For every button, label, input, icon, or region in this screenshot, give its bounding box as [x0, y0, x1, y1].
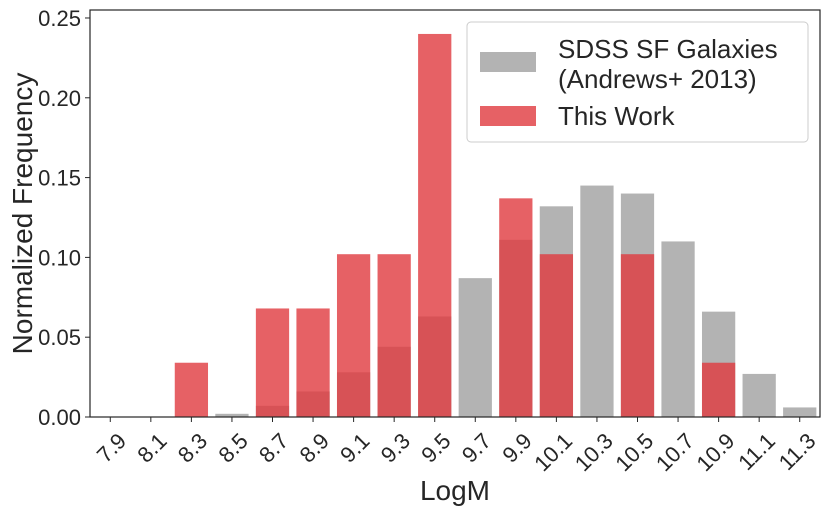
- bar-this-work-10.5: [620, 254, 655, 417]
- legend: SDSS SF Galaxies (Andrews+ 2013) This Wo…: [466, 21, 809, 143]
- x-tick-label: 8.7: [254, 428, 293, 467]
- bar-this-work-9.5: [418, 33, 452, 418]
- x-axis-ticks: 7.9 8.1 8.3 8.5 8.7 8.9 9.1 9.3 9.5 9.7 9.910.110.…: [92, 417, 821, 476]
- x-tick-label: 7.9: [92, 428, 131, 467]
- x-axis-label: LogM: [420, 475, 490, 506]
- bar-this-work-8.3: [174, 362, 209, 417]
- bar-this-work-9.9: [499, 198, 533, 417]
- bar-this-work-10.1: [539, 254, 574, 417]
- bar-sdss-10.3: [580, 185, 614, 417]
- this-work-series-bars: [174, 33, 736, 418]
- x-tick-label: 10.1: [529, 428, 577, 476]
- x-tick-label: 10.3: [570, 428, 618, 476]
- bar-sdss-11.3: [783, 407, 817, 417]
- legend-label-this-work: This Work: [558, 101, 676, 131]
- y-axis-label: Normalized Frequency: [7, 73, 38, 355]
- y-tick-label: 0.25: [38, 6, 81, 31]
- x-tick-label: 9.1: [335, 428, 374, 467]
- legend-label-sdss-line1: SDSS SF Galaxies: [558, 34, 778, 64]
- bar-this-work-8.9: [296, 308, 330, 417]
- x-tick-label: 10.5: [610, 428, 658, 476]
- y-tick-label: 0.00: [38, 405, 81, 430]
- legend-label-sdss-line2: (Andrews+ 2013): [558, 64, 757, 94]
- legend-box: [466, 21, 809, 143]
- bar-this-work-9.3: [377, 254, 411, 417]
- x-tick-label: 11.3: [774, 428, 821, 475]
- x-tick-label: 11.1: [733, 428, 780, 475]
- x-tick-label: 9.9: [497, 428, 536, 467]
- y-tick-label: 0.05: [38, 325, 81, 350]
- y-tick-label: 0.20: [38, 86, 81, 111]
- x-tick-label: 9.5: [416, 428, 455, 467]
- x-tick-label: 8.9: [295, 428, 334, 467]
- bar-sdss-11.1: [742, 373, 776, 417]
- legend-swatch-this-work: [480, 106, 536, 126]
- bar-this-work-9.1: [336, 254, 371, 417]
- y-tick-label: 0.10: [38, 245, 81, 270]
- bar-sdss-10.7: [661, 241, 695, 417]
- x-tick-label: 8.5: [213, 428, 252, 467]
- y-tick-label: 0.15: [38, 166, 81, 191]
- legend-swatch-sdss: [480, 52, 536, 72]
- x-tick-label: 9.3: [376, 428, 415, 467]
- x-tick-label: 10.9: [691, 428, 739, 476]
- x-tick-label: 9.7: [457, 428, 496, 467]
- bar-sdss-9.7: [458, 278, 492, 417]
- x-tick-label: 8.1: [132, 428, 171, 467]
- plot-frame: [89, 9, 821, 418]
- x-tick-label: 8.3: [173, 428, 212, 467]
- bar-sdss-8.5: [215, 413, 249, 417]
- bar-this-work-10.9: [701, 362, 736, 417]
- y-axis-ticks: 0.00 0.05 0.10 0.15 0.20 0.25: [38, 6, 90, 430]
- x-tick-label: 10.7: [651, 428, 699, 476]
- bar-this-work-8.7: [255, 308, 290, 417]
